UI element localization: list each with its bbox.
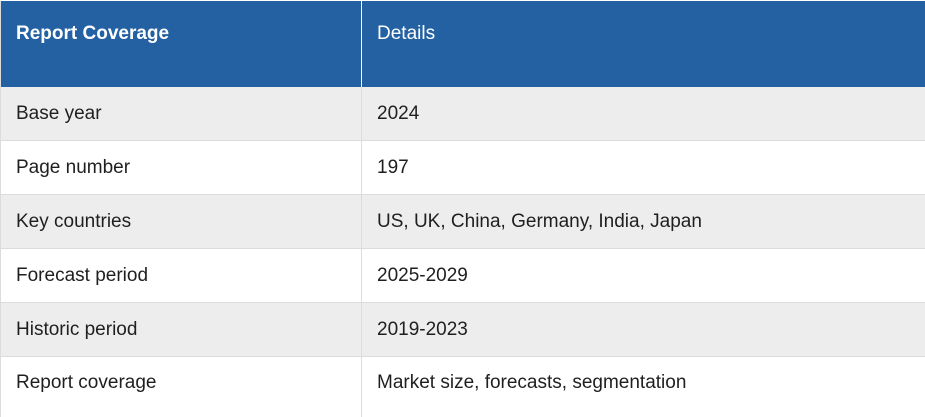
row-label: Key countries [1,195,362,248]
row-label: Base year [1,87,362,140]
table-row: Page number 197 [1,141,925,195]
row-value: 2025-2029 [377,264,468,286]
header-report-coverage: Report Coverage [1,1,362,87]
row-value: Market size, forecasts, segmentation [377,372,687,393]
row-label: Page number [1,141,362,194]
table-row: Forecast period 2025-2029 [1,249,925,303]
header-details: Details [377,23,436,44]
row-value: 197 [377,156,409,178]
table-row: Historic period 2019-2023 [1,303,925,357]
row-value: 2019-2023 [377,318,468,340]
row-label: Forecast period [1,249,362,302]
table-row: Key countries US, UK, China, Germany, In… [1,195,925,249]
table-header-row: Report Coverage Details [1,1,925,87]
table-row: Report coverage Market size, forecasts, … [1,357,925,417]
table-row: Base year 2024 [1,87,925,141]
row-label: Report coverage [1,357,362,417]
row-label: Historic period [1,303,362,356]
row-value: US, UK, China, Germany, India, Japan [377,210,702,232]
row-value: 2024 [377,102,420,124]
